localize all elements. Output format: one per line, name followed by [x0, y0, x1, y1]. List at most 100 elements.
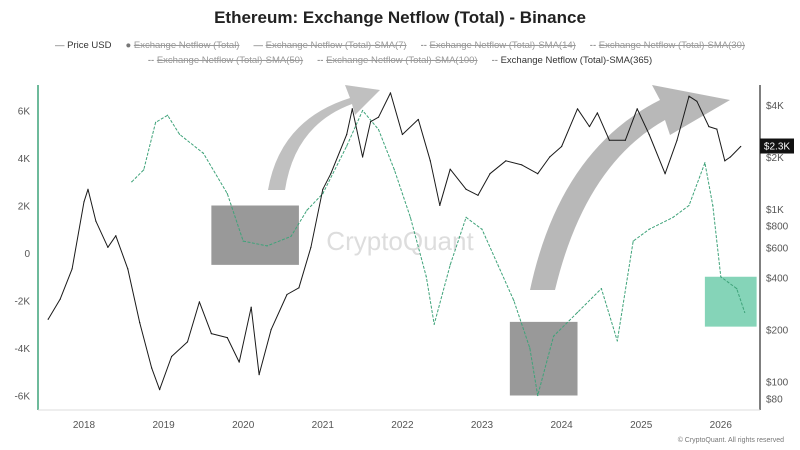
legend-label: Exchange Netflow (Total)-SMA(30) — [598, 40, 746, 51]
legend-line-icon: -- — [491, 55, 501, 66]
price-line-point — [71, 268, 73, 270]
sma365-line-point — [362, 109, 364, 112]
price-line-point — [87, 188, 89, 190]
left-tick-label: -4K — [14, 344, 30, 355]
sma365-line-point — [409, 216, 411, 218]
legend-line-icon: — — [253, 40, 266, 51]
price-line-point — [449, 168, 451, 170]
sma365-line-point — [465, 216, 467, 218]
legend-line-icon: -- — [147, 55, 157, 66]
legend-item[interactable]: -- Exchange Netflow (Total)-SMA(30) — [590, 40, 745, 51]
right-tick-label: $200 — [766, 326, 789, 337]
sma365-line-point — [576, 311, 579, 313]
sma365-line-point — [433, 323, 435, 325]
sma365-line-point — [322, 193, 324, 195]
sma365-line-point — [744, 311, 746, 313]
right-tick-label: $100 — [766, 378, 789, 389]
sma365-line-point — [290, 235, 292, 237]
left-tick-label: 2K — [18, 202, 31, 213]
legend-line-icon: -- — [420, 40, 430, 51]
arrow-annotation — [268, 85, 380, 190]
sma365-line-point — [306, 209, 308, 211]
x-tick-label: 2021 — [312, 420, 335, 431]
price-line-point — [401, 133, 403, 136]
sma365-line-point — [513, 299, 515, 302]
legend-label: Exchange Netflow (Total)-SMA(100) — [326, 55, 478, 66]
price-line-point — [505, 160, 507, 162]
legend-label: Exchange Netflow (Total)-SMA(365) — [500, 55, 653, 66]
legend-label: Exchange Netflow (Total)-SMA(14) — [429, 40, 576, 51]
legend-label: Exchange Netflow (Total) — [133, 40, 240, 51]
price-badge-label: $2.3K — [764, 142, 790, 153]
legend-item[interactable]: -- Exchange Netflow (Total)-SMA(50) — [148, 55, 303, 66]
price-line-point — [198, 301, 201, 303]
legend-row-2: -- Exchange Netflow (Total)-SMA(50) -- Ex… — [0, 55, 800, 66]
sma365-line-point — [202, 152, 204, 154]
legend-item[interactable]: -- Exchange Netflow (Total)-SMA(100) — [317, 55, 478, 66]
legend-line-icon: -- — [589, 40, 599, 51]
price-line-point — [724, 160, 726, 162]
highlight-box — [704, 276, 757, 327]
price-line-point — [286, 293, 288, 296]
x-tick-label: 2023 — [471, 420, 494, 431]
price-line-point — [439, 204, 441, 206]
price-line-point — [139, 321, 141, 324]
left-tick-label: 0 — [24, 249, 30, 260]
price-line-point — [465, 188, 467, 190]
x-tick-label: 2019 — [152, 420, 175, 431]
right-tick-label: $4K — [766, 101, 784, 112]
price-line-point — [696, 100, 698, 102]
sma365-line-point — [529, 347, 531, 349]
left-tick-label: 6K — [18, 107, 31, 118]
price-line-point — [210, 332, 212, 335]
sma365-line-point — [178, 133, 181, 135]
price-line-point — [729, 156, 731, 158]
x-tick-label: 2026 — [710, 420, 733, 431]
price-line-point — [489, 173, 491, 175]
price-line-point — [537, 173, 539, 175]
price-line-point — [549, 156, 551, 158]
price-line-point — [636, 108, 638, 110]
legend-item[interactable]: — Price USD — [55, 40, 111, 51]
right-tick-label: $800 — [766, 222, 789, 233]
price-line-point — [115, 235, 117, 237]
price-line-point — [170, 355, 173, 358]
sma365-line-point — [616, 340, 618, 342]
price-line-point — [258, 373, 260, 376]
sma365-line-point — [143, 169, 145, 171]
legend-row-1: — Price USD ● Exchange Netflow (Total) — E… — [0, 40, 800, 51]
left-tick-label: -2K — [14, 297, 30, 308]
legend-item[interactable]: -- Exchange Netflow (Total)-SMA(365) — [492, 55, 653, 66]
price-line-point — [107, 246, 109, 248]
price-line-point — [59, 298, 61, 300]
copyright: © CryptoQuant. All rights reserved — [677, 437, 784, 444]
sma365-line-point — [242, 240, 244, 242]
x-tick-label: 2022 — [391, 420, 414, 431]
left-tick-label: 4K — [18, 154, 31, 165]
price-line-point — [576, 108, 579, 110]
price-line-point — [151, 367, 153, 369]
legend-item[interactable]: -- Exchange Netflow (Total)-SMA(14) — [421, 40, 576, 51]
price-line-point — [417, 118, 419, 121]
legend-line-icon: — — [54, 40, 68, 51]
chart-title: Ethereum: Exchange Netflow (Total) - Bin… — [214, 8, 586, 27]
price-line-point — [664, 173, 666, 175]
sma365-line-point — [481, 228, 483, 230]
right-tick-label: $80 — [766, 394, 783, 405]
sma365-line-point — [266, 245, 268, 247]
price-line-point — [561, 145, 563, 148]
highlight-box — [509, 321, 578, 396]
sma365-line-point — [537, 394, 539, 397]
legend-dot-icon: ● — [125, 40, 134, 51]
legend-item[interactable]: ● Exchange Netflow (Total) — [125, 40, 239, 51]
price-line-point — [238, 361, 240, 363]
legend-item[interactable]: — Exchange Netflow (Total)-SMA(7) — [253, 40, 406, 51]
sma365-line-point — [346, 145, 348, 147]
left-tick-label: -6K — [14, 392, 30, 403]
watermark: CryptoQuant — [326, 226, 474, 256]
price-line-point — [676, 139, 678, 141]
price-line-point — [47, 318, 49, 320]
sma365-line-point — [425, 276, 427, 278]
sma365-line-point — [672, 216, 674, 218]
